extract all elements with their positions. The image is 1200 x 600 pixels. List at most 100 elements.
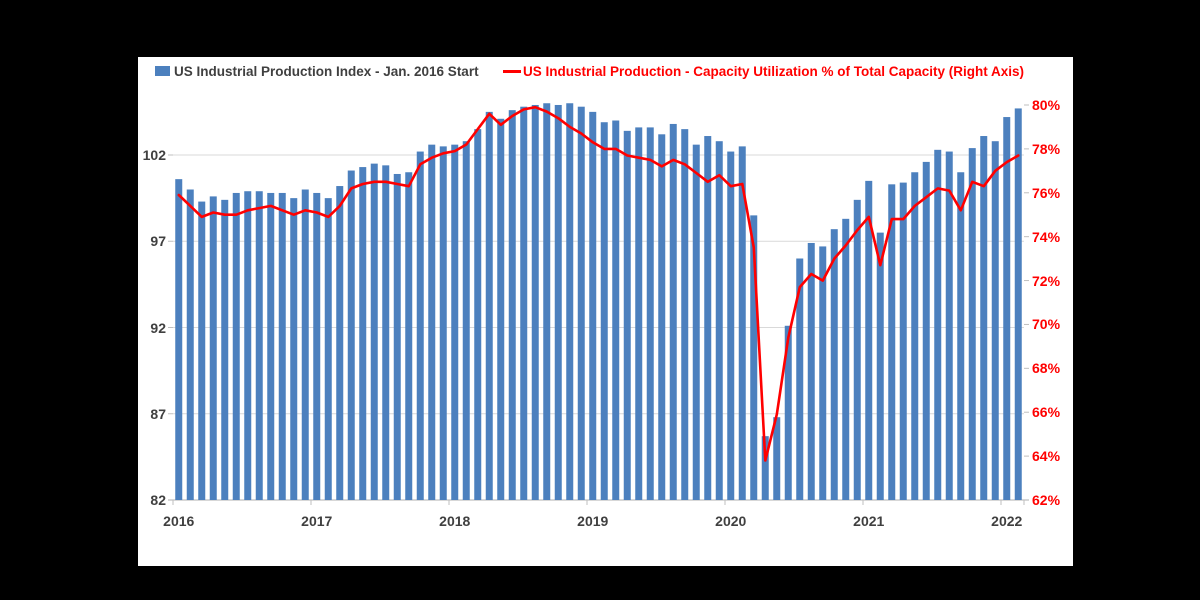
bar-2016-08 — [255, 191, 263, 500]
bar-2017-02 — [324, 198, 332, 500]
bar-2016-10 — [278, 192, 286, 500]
legend-label-capacity-utilization: US Industrial Production - Capacity Util… — [523, 63, 1025, 79]
bar-series-swatch-icon — [155, 66, 170, 76]
bar-2019-01 — [589, 111, 597, 500]
bar-2018-01 — [451, 144, 459, 500]
legend-item-capacity-utilization: US Industrial Production - Capacity Util… — [503, 63, 1024, 79]
right-axis-label-80: 80% — [1032, 97, 1061, 113]
bar-2016-06 — [232, 192, 240, 500]
line-series-swatch-icon — [503, 69, 521, 73]
bar-2017-03 — [336, 186, 344, 501]
right-axis-label-62: 62% — [1032, 492, 1061, 508]
right-axis-label-64: 64% — [1032, 448, 1061, 465]
bar-2020-01 — [727, 151, 735, 501]
bar-2021-09 — [957, 172, 965, 500]
right-axis-label-66: 66% — [1032, 404, 1061, 421]
bar-2017-08 — [393, 173, 401, 500]
bar-2020-09 — [819, 246, 827, 500]
bar-2021-10 — [968, 148, 976, 500]
bar-2017-01 — [313, 192, 321, 500]
bar-2019-03 — [612, 120, 620, 500]
bar-2021-01 — [865, 180, 873, 500]
x-axis-label-2017: 2017 — [301, 513, 333, 529]
bar-2018-04 — [485, 111, 493, 500]
bar-2016-04 — [209, 196, 217, 500]
bar-2022-01 — [1003, 117, 1011, 501]
bar-2022-02 — [1014, 108, 1022, 501]
left-axis-label-82: 82 — [150, 492, 166, 508]
bar-2019-06 — [646, 127, 654, 501]
bar-2020-06 — [784, 325, 792, 500]
bar-2021-05 — [911, 172, 919, 500]
bar-2020-05 — [773, 417, 781, 500]
bar-2021-11 — [980, 136, 988, 500]
bar-2020-02 — [738, 146, 746, 500]
bar-2017-04 — [347, 170, 355, 500]
bar-2016-09 — [267, 192, 275, 500]
right-axis-label-76: 76% — [1032, 184, 1061, 201]
bar-2018-07 — [520, 106, 528, 500]
bar-2018-10 — [554, 104, 562, 500]
bar-2021-07 — [934, 149, 942, 500]
bar-2021-08 — [945, 151, 953, 501]
bar-2019-05 — [635, 127, 643, 501]
bar-2016-02 — [186, 189, 194, 500]
bar-2018-02 — [462, 141, 470, 500]
capacity-utilization-line — [177, 105, 1020, 462]
bar-2017-11 — [428, 144, 436, 500]
left-axis-label-102: 102 — [142, 147, 166, 163]
bar-2016-07 — [244, 191, 252, 500]
bar-2020-12 — [853, 199, 861, 500]
bar-2020-11 — [842, 218, 850, 500]
bar-2020-10 — [830, 229, 838, 501]
x-axis-label-2019: 2019 — [577, 513, 609, 529]
bar-2021-04 — [899, 182, 907, 500]
bar-2020-04 — [761, 436, 769, 500]
bar-2017-09 — [405, 172, 413, 500]
bar-2018-12 — [577, 106, 585, 500]
bar-2018-05 — [497, 118, 505, 501]
bar-2018-06 — [508, 110, 516, 501]
left-axis-label-92: 92 — [150, 319, 166, 336]
bar-2017-12 — [439, 146, 447, 500]
x-axis-label-2021: 2021 — [853, 513, 885, 529]
bar-2020-08 — [807, 242, 815, 500]
bar-2021-12 — [991, 141, 999, 500]
legend-label-production-index: US Industrial Production Index - Jan. 20… — [174, 63, 479, 79]
bar-2016-01 — [175, 179, 183, 500]
right-axis-label-68: 68% — [1032, 360, 1061, 377]
bar-2018-03 — [474, 129, 482, 500]
bar-2021-02 — [876, 232, 884, 500]
bar-2018-09 — [543, 103, 551, 500]
bar-2019-04 — [623, 130, 631, 500]
x-axis-label-2018: 2018 — [439, 513, 471, 529]
bar-2017-10 — [416, 151, 424, 501]
bar-2016-12 — [301, 189, 309, 500]
bar-2018-08 — [531, 104, 539, 500]
bar-2016-03 — [198, 201, 206, 500]
legend-item-production-index: US Industrial Production Index - Jan. 20… — [155, 63, 479, 79]
right-axis-label-78: 78% — [1032, 140, 1061, 157]
bar-2019-09 — [681, 129, 689, 500]
bar-2019-11 — [704, 136, 712, 500]
bar-2019-08 — [669, 123, 677, 500]
bar-2018-11 — [566, 103, 574, 500]
bar-2019-12 — [715, 141, 723, 500]
right-axis-label-70: 70% — [1032, 316, 1061, 333]
left-axis-label-87: 87 — [150, 405, 166, 422]
bar-2016-11 — [290, 198, 298, 500]
bar-2019-07 — [658, 134, 666, 501]
bar-2020-07 — [796, 258, 804, 500]
bar-2021-06 — [922, 161, 930, 500]
bar-2017-05 — [359, 167, 367, 500]
right-axis-label-72: 72% — [1032, 272, 1061, 289]
x-axis-label-2022: 2022 — [991, 513, 1023, 529]
bar-2021-03 — [888, 184, 896, 500]
bar-2020-03 — [750, 215, 758, 500]
right-axis-label-74: 74% — [1032, 228, 1061, 245]
left-axis-label-97: 97 — [150, 233, 166, 250]
x-axis-label-2020: 2020 — [715, 513, 747, 529]
bar-2016-05 — [221, 199, 229, 500]
x-axis-label-2016: 2016 — [163, 513, 195, 529]
